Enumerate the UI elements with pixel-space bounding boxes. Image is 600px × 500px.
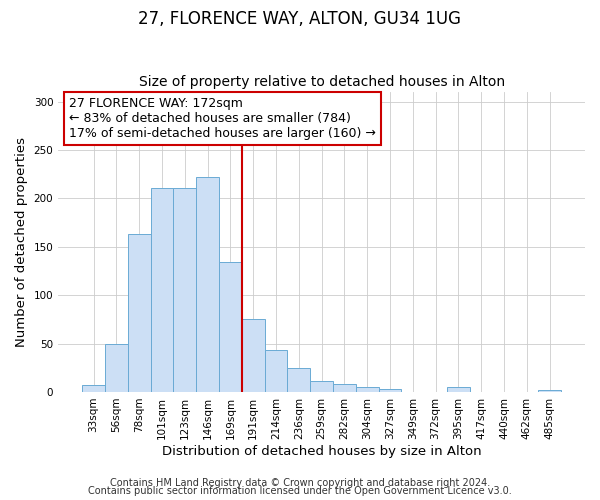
- Bar: [379, 389, 401, 392]
- Y-axis label: Number of detached properties: Number of detached properties: [15, 137, 28, 347]
- Text: Contains public sector information licensed under the Open Government Licence v3: Contains public sector information licen…: [88, 486, 512, 496]
- Bar: [128, 234, 151, 392]
- Text: Contains HM Land Registry data © Crown copyright and database right 2024.: Contains HM Land Registry data © Crown c…: [110, 478, 490, 488]
- Bar: [333, 384, 356, 392]
- Bar: [219, 262, 242, 392]
- Bar: [447, 387, 470, 392]
- Title: Size of property relative to detached houses in Alton: Size of property relative to detached ho…: [139, 76, 505, 90]
- Bar: [196, 177, 219, 392]
- Bar: [287, 368, 310, 392]
- Bar: [265, 350, 287, 392]
- Bar: [173, 188, 196, 392]
- Bar: [242, 320, 265, 392]
- Text: 27 FLORENCE WAY: 172sqm
← 83% of detached houses are smaller (784)
17% of semi-d: 27 FLORENCE WAY: 172sqm ← 83% of detache…: [69, 96, 376, 140]
- Bar: [310, 382, 333, 392]
- Bar: [151, 188, 173, 392]
- Bar: [105, 344, 128, 392]
- Bar: [538, 390, 561, 392]
- Bar: [356, 387, 379, 392]
- X-axis label: Distribution of detached houses by size in Alton: Distribution of detached houses by size …: [162, 444, 481, 458]
- Bar: [82, 385, 105, 392]
- Text: 27, FLORENCE WAY, ALTON, GU34 1UG: 27, FLORENCE WAY, ALTON, GU34 1UG: [139, 10, 461, 28]
